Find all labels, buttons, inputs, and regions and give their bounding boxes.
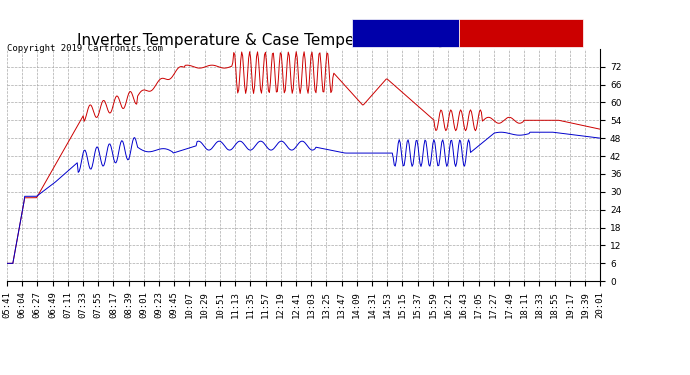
Text: Inverter  (°C): Inverter (°C) [474, 28, 568, 38]
Title: Inverter Temperature & Case Temperature Thu Jul 25 20:12: Inverter Temperature & Case Temperature … [77, 33, 531, 48]
Text: Case  (°C): Case (°C) [372, 28, 439, 38]
Text: Copyright 2019 Cartronics.com: Copyright 2019 Cartronics.com [7, 44, 163, 52]
